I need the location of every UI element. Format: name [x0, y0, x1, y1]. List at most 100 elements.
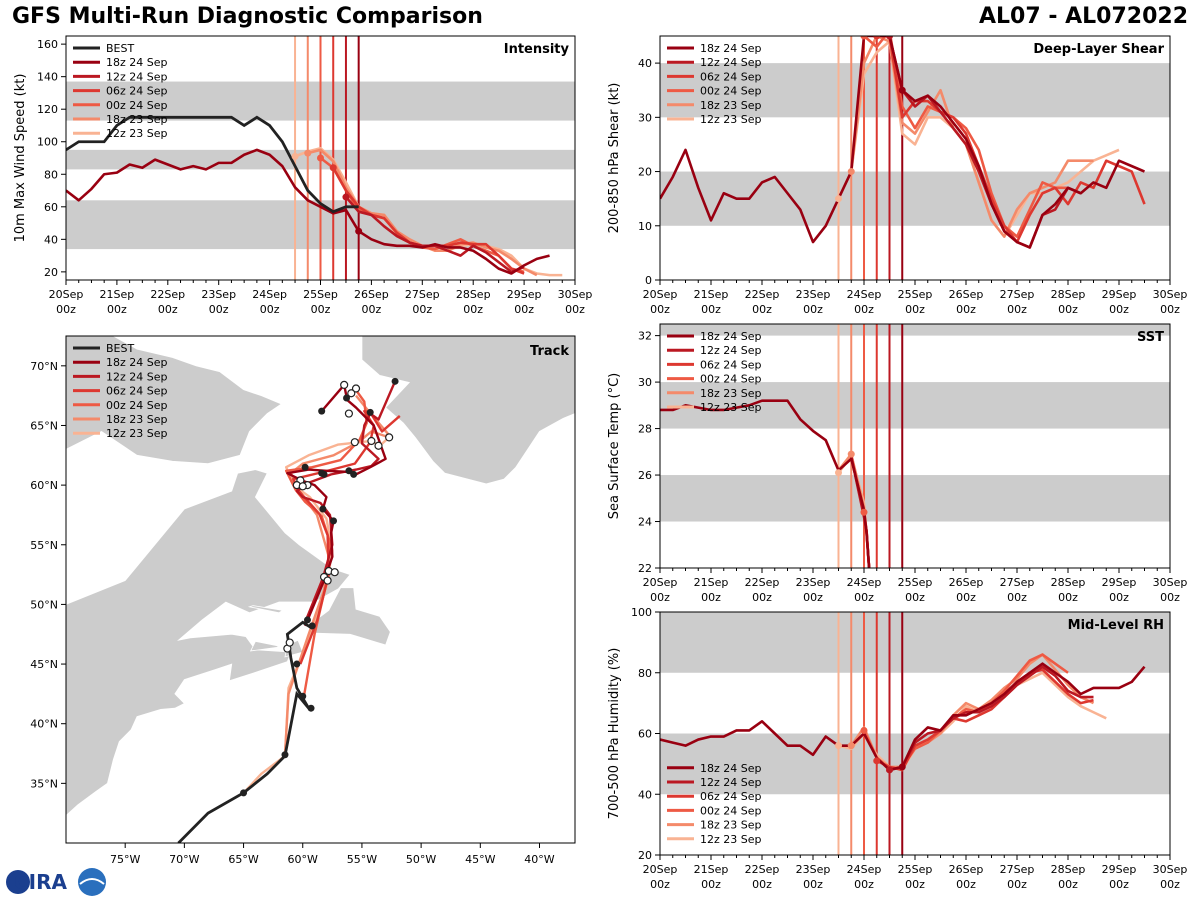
init-marker: [898, 86, 906, 94]
x-tick-label: 00z: [854, 591, 874, 604]
x-tick-label: 28Sep: [1051, 863, 1086, 876]
track-marker-open: [340, 380, 349, 390]
x-tick-label: 27Sep: [1000, 288, 1035, 301]
y-tick-label: 60: [638, 728, 652, 741]
map-area: [66, 336, 575, 843]
legend-label: 06z 24 Sep: [700, 70, 762, 83]
x-tick-label: 27Sep: [405, 288, 440, 301]
chart-rh: 20Sep 00z 21Sep 00z 22Sep 00z 23Sep 00z 24Sep 00z…: [607, 606, 1187, 891]
legend-label: 06z 24 Sep: [700, 358, 762, 371]
track-marker-open: [285, 638, 294, 647]
init-marker: [873, 757, 881, 765]
forecast-track: [295, 380, 397, 623]
x-tick-label: 00z: [1058, 303, 1078, 316]
x-tick-label: 21Sep: [100, 288, 135, 301]
init-marker: [886, 766, 893, 774]
init-marker: [355, 227, 363, 235]
x-tick-label: 00z: [905, 303, 925, 316]
legend-label: 18z 23 Sep: [700, 99, 762, 112]
init-marker: [847, 450, 855, 458]
x-tick-label: 26Sep: [949, 288, 984, 301]
lat-tick-label: 50°N: [30, 598, 58, 611]
legend-label: 18z 23 Sep: [700, 819, 762, 832]
shaded-band: [660, 612, 1170, 673]
x-tick-label: 22Sep: [745, 576, 780, 589]
y-axis-label: 200-850 hPa Shear (kt): [607, 83, 622, 234]
legend-label: 00z 24 Sep: [106, 99, 168, 112]
x-tick-label: 24Sep: [847, 863, 882, 876]
x-tick-label: 00z: [650, 591, 670, 604]
track-marker: [366, 408, 374, 416]
x-tick-label: 00z: [362, 303, 382, 316]
x-tick-label: 00z: [311, 303, 331, 316]
init-marker: [860, 508, 868, 516]
land-shape: [66, 336, 283, 465]
legend-label: 00z 24 Sep: [700, 373, 762, 386]
figure-title: GFS Multi-Run Diagnostic Comparison: [12, 4, 483, 29]
x-tick-label: 00z: [701, 303, 721, 316]
track-marker-open: [367, 436, 376, 446]
x-tick-label: 29Sep: [1102, 863, 1137, 876]
x-tick-label: 00z: [1160, 591, 1180, 604]
logo-text: CIRA: [14, 870, 68, 894]
legend-label: 12z 23 Sep: [700, 833, 762, 846]
init-marker: [873, 36, 881, 40]
shaded-band: [660, 324, 1170, 336]
init-marker: [860, 36, 868, 40]
y-tick-label: 30: [638, 111, 652, 124]
y-tick-label: 20: [44, 266, 58, 279]
panel-title: Track: [530, 344, 569, 359]
y-tick-label: 40: [44, 233, 58, 246]
legend-label: 12z 23 Sep: [700, 113, 762, 126]
y-tick-label: 140: [37, 71, 58, 84]
y-tick-label: 26: [638, 469, 652, 482]
track-marker: [319, 505, 327, 513]
x-tick-label: 27Sep: [1000, 863, 1035, 876]
x-tick-label: 00z: [412, 303, 432, 316]
x-tick-label: 00z: [905, 878, 925, 891]
track-marker: [350, 470, 358, 478]
panel-title: SST: [1137, 330, 1164, 345]
legend-label: 00z 24 Sep: [700, 804, 762, 817]
legend-label: 12z 23 Sep: [106, 427, 168, 440]
track-marker-open: [330, 568, 339, 577]
plot-area: [660, 36, 1170, 280]
best-track-line: [66, 115, 359, 214]
track-marker: [293, 660, 301, 668]
cira-logo: CIRA: [4, 866, 108, 898]
track-marker: [301, 463, 309, 471]
x-tick-label: 23Sep: [201, 288, 236, 301]
x-tick-label: 00z: [1109, 303, 1129, 316]
series-line: [889, 665, 1094, 772]
x-tick-label: 00z: [956, 878, 976, 891]
globe-icon: [6, 870, 30, 894]
init-marker: [847, 168, 855, 176]
legend-label: 18z 23 Sep: [106, 113, 168, 126]
x-tick-label: 00z: [1058, 878, 1078, 891]
x-tick-label: 28Sep: [1051, 576, 1086, 589]
x-tick-label: 29Sep: [507, 288, 542, 301]
lon-tick-label: 50°W: [406, 853, 436, 866]
y-axis-label: Sea Surface Temp (°C): [607, 373, 622, 520]
track-marker: [343, 394, 351, 402]
track-marker: [330, 517, 338, 525]
plot-area: [660, 324, 1170, 568]
x-tick-label: 28Sep: [456, 288, 491, 301]
x-tick-label: 20Sep: [49, 288, 84, 301]
init-marker: [291, 152, 299, 160]
land-shape: [310, 587, 391, 646]
forecast-track: [286, 383, 387, 627]
track-marker-open: [351, 384, 361, 393]
x-tick-label: 00z: [1160, 878, 1180, 891]
x-tick-label: 29Sep: [1102, 288, 1137, 301]
lon-tick-label: 65°W: [228, 853, 258, 866]
x-tick-label: 24Sep: [847, 288, 882, 301]
x-tick-label: 00z: [1058, 591, 1078, 604]
track-marker: [308, 622, 316, 630]
x-tick-label: 00z: [1109, 591, 1129, 604]
y-tick-label: 20: [638, 166, 652, 179]
x-tick-label: 27Sep: [1000, 576, 1035, 589]
x-tick-label: 26Sep: [949, 863, 984, 876]
x-tick-label: 22Sep: [745, 863, 780, 876]
series-line: [863, 36, 1068, 238]
